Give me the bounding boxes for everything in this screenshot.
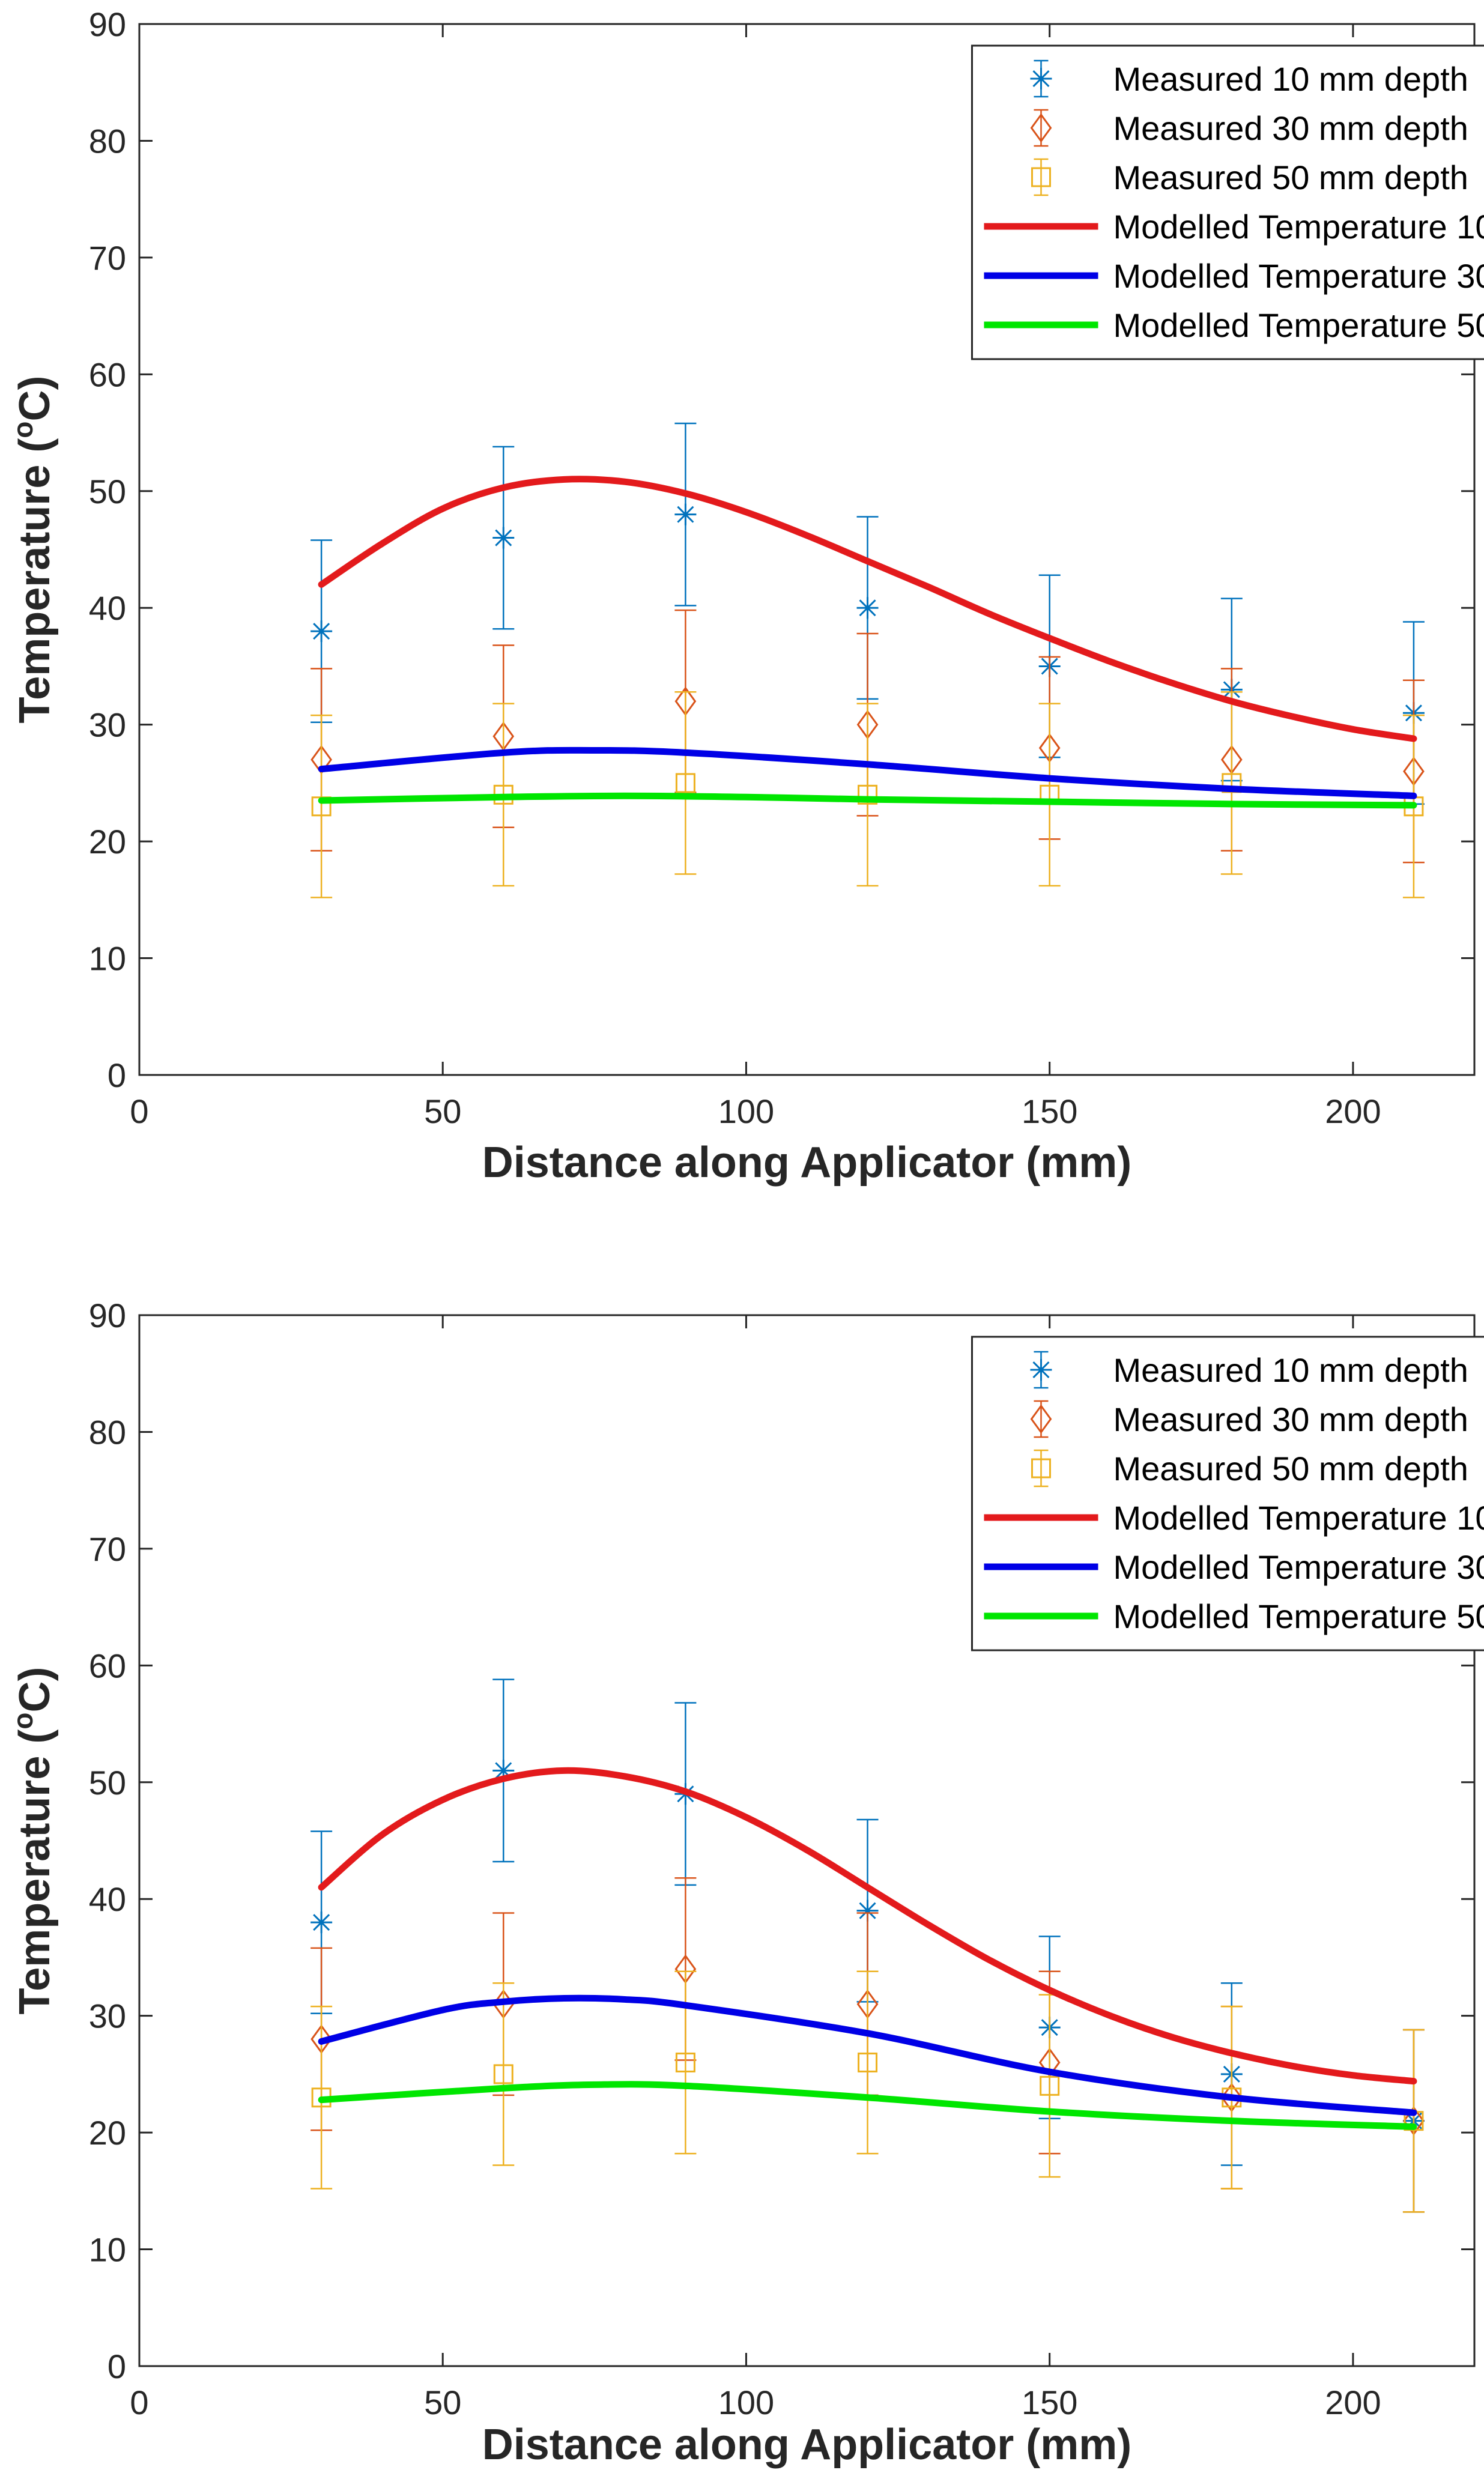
legend: Measured 10 mm depth Measured 30 mm depth… xyxy=(971,44,1484,360)
data-point-star xyxy=(310,1911,333,1934)
error-bar xyxy=(856,703,879,887)
error-bar xyxy=(492,1982,515,2166)
error-bar xyxy=(856,1970,879,2155)
y-tick-label: 10 xyxy=(89,940,126,978)
modelled-line-2 xyxy=(318,2081,1417,2130)
y-tick-label: 70 xyxy=(89,239,126,277)
error-bar xyxy=(1038,703,1061,887)
legend-box xyxy=(971,44,1484,360)
y-tick-label: 20 xyxy=(89,2114,126,2152)
x-tick-label: 50 xyxy=(424,1092,461,1130)
legend-label: Measured 50 mm depth xyxy=(1113,1450,1468,1488)
y-tick-label: 30 xyxy=(89,1997,126,2035)
legend-marker-diamond xyxy=(1030,1404,1052,1434)
data-point-square xyxy=(858,2052,878,2072)
data-point-star xyxy=(310,620,333,643)
x-axis-label: Distance along Applicator (mm) xyxy=(482,2421,1131,2469)
x-tick-label: 0 xyxy=(130,2384,148,2421)
y-axis-label-sup: o xyxy=(7,1713,38,1730)
chart-bottom: 0 10 20 30 40 50 60 70 80 90 0 50 100 150 200 Distance … xyxy=(7,1297,1484,2469)
x-tick-label: 0 xyxy=(130,1092,148,1130)
y-tick-label: 40 xyxy=(89,1880,126,1918)
chart-top: 0 10 20 30 40 50 60 70 80 90 0 50 100 150 200 Distance … xyxy=(7,5,1484,1187)
modelled-line-2 xyxy=(318,792,1417,809)
x-tick-label: 200 xyxy=(1325,2384,1381,2421)
error-bar xyxy=(1038,1994,1061,2178)
y-tick-label: 20 xyxy=(89,823,126,861)
legend-marker-square xyxy=(1031,167,1051,187)
y-tick-label: 50 xyxy=(89,1764,126,1802)
y-tick-label: 0 xyxy=(108,2347,126,2385)
legend-label: Measured 30 mm depth xyxy=(1113,109,1468,147)
y-axis-label-main: Temperature ( xyxy=(11,438,59,724)
legend-label: Modelled Temperature 10 mm depth xyxy=(1113,208,1484,246)
legend-box xyxy=(971,1336,1484,1651)
x-tick-label: 200 xyxy=(1325,1092,1381,1130)
y-tick-label: 90 xyxy=(89,5,126,43)
data-point-square xyxy=(675,773,695,793)
legend-label: Measured 50 mm depth xyxy=(1113,159,1468,196)
error-bar xyxy=(1220,691,1243,875)
modelled-line-1 xyxy=(318,1994,1417,2116)
legend-label: Measured 10 mm depth xyxy=(1113,1351,1468,1389)
legend-marker-star xyxy=(1030,1359,1052,1381)
x-axis-label: Distance along Applicator (mm) xyxy=(482,1139,1131,1187)
error-bar xyxy=(674,691,697,875)
modelled-line-1 xyxy=(318,746,1417,799)
y-tick-label: 30 xyxy=(89,706,126,744)
legend-label: Measured 30 mm depth xyxy=(1113,1400,1468,1438)
y-axis-label-sup: o xyxy=(7,422,38,438)
modelled-line-0 xyxy=(318,476,1417,742)
legend-label: Modelled Temperature 50 mm depth xyxy=(1113,306,1484,344)
data-point-star xyxy=(492,527,515,549)
y-tick-label: 10 xyxy=(89,2231,126,2269)
error-bar xyxy=(674,1970,697,2155)
legend-marker-star xyxy=(1030,68,1052,89)
legend-label: Modelled Temperature 30 mm depth xyxy=(1113,257,1484,295)
legend-label: Modelled Temperature 50 mm depth xyxy=(1113,1597,1484,1635)
error-bar xyxy=(310,714,333,898)
y-axis-label: Temperature (oC) xyxy=(7,1667,59,2015)
y-axis-label-main: Temperature ( xyxy=(11,1730,59,2015)
y-tick-label: 50 xyxy=(89,473,126,510)
x-tick-label: 100 xyxy=(718,2384,774,2421)
data-point-square xyxy=(675,2052,695,2072)
data-point-star xyxy=(856,1899,879,1922)
y-axis-label-tail: C) xyxy=(11,1667,59,1713)
y-tick-label: 60 xyxy=(89,356,126,393)
legend-marker-diamond xyxy=(1030,113,1052,143)
data-point-star xyxy=(856,597,879,619)
y-tick-label: 80 xyxy=(89,1413,126,1451)
legend-label: Modelled Temperature 10 mm depth xyxy=(1113,1499,1484,1537)
y-tick-label: 40 xyxy=(89,589,126,627)
data-point-square xyxy=(1040,2075,1060,2096)
data-point-star xyxy=(674,503,697,525)
x-tick-label: 150 xyxy=(1022,1092,1077,1130)
data-point-square xyxy=(858,784,878,805)
y-axis-label-tail: C) xyxy=(11,376,59,422)
legend-marker-square xyxy=(1031,1458,1051,1479)
y-axis-label: Temperature (oC) xyxy=(7,376,59,724)
legend-label: Modelled Temperature 30 mm depth xyxy=(1113,1548,1484,1586)
modelled-line-0 xyxy=(318,1767,1417,2085)
plot-area-box xyxy=(138,23,1476,1076)
data-point-square xyxy=(493,2064,513,2084)
measured-series-2 xyxy=(310,691,1425,898)
x-tick-label: 50 xyxy=(424,2384,461,2421)
x-tick-label: 100 xyxy=(718,1092,774,1130)
x-tick-label: 150 xyxy=(1022,2384,1077,2421)
legend-error-bar xyxy=(1034,158,1049,196)
plot-area-box xyxy=(138,1314,1476,2367)
legend-error-bar xyxy=(1034,1449,1049,1488)
y-tick-label: 70 xyxy=(89,1530,126,1568)
y-tick-label: 60 xyxy=(89,1647,126,1684)
legend-label: Measured 10 mm depth xyxy=(1113,60,1468,98)
legend: Measured 10 mm depth Measured 30 mm depth… xyxy=(971,1336,1484,1651)
y-tick-label: 80 xyxy=(89,122,126,160)
y-tick-label: 90 xyxy=(89,1297,126,1334)
error-bar xyxy=(1402,2029,1425,2213)
y-tick-label: 0 xyxy=(108,1056,126,1094)
